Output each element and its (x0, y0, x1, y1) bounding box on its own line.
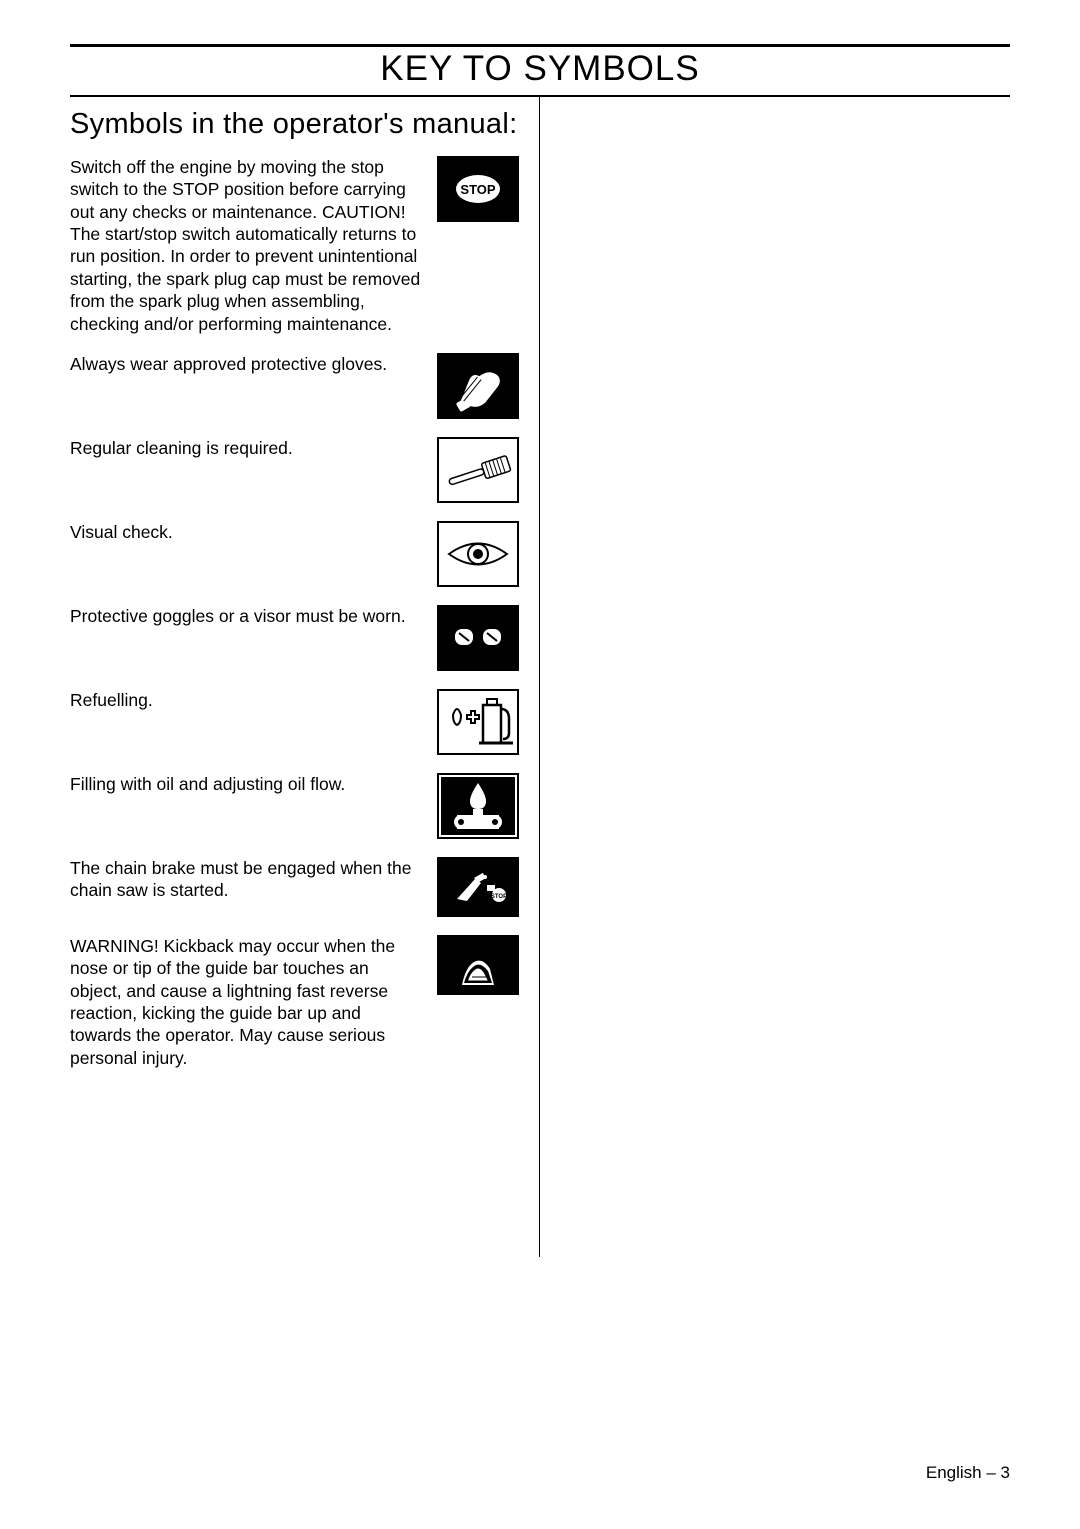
right-column (540, 97, 1010, 1257)
symbol-entry: Protective goggles or a visor must be wo… (70, 605, 521, 671)
fuel-icon (435, 689, 521, 755)
page: KEY TO SYMBOLS Symbols in the operator's… (0, 0, 1080, 1317)
entry-text: Refuelling. (70, 689, 423, 711)
entry-text: Visual check. (70, 521, 423, 543)
symbol-entry: Visual check. (70, 521, 521, 587)
goggles-icon (435, 605, 521, 671)
page-title: KEY TO SYMBOLS (70, 49, 1010, 89)
entry-text: Switch off the engine by moving the stop… (70, 156, 423, 335)
entry-text: Always wear approved protective gloves. (70, 353, 423, 375)
symbol-entry: WARNING! Kickback may occur when the nos… (70, 935, 521, 1069)
svg-text:STOP: STOP (460, 182, 495, 197)
entry-text: Filling with oil and adjusting oil flow. (70, 773, 423, 795)
entries-list: Switch off the engine by moving the stop… (70, 156, 521, 1069)
page-footer: English – 3 (926, 1463, 1010, 1483)
entry-text: WARNING! Kickback may occur when the nos… (70, 935, 423, 1069)
section-title: Symbols in the operator's manual: (70, 107, 521, 142)
top-rule (70, 44, 1010, 47)
left-column: Symbols in the operator's manual: Switch… (70, 97, 540, 1257)
title-bar: KEY TO SYMBOLS (70, 49, 1010, 97)
symbol-entry: Switch off the engine by moving the stop… (70, 156, 521, 335)
eye-icon (435, 521, 521, 587)
symbol-entry: Regular cleaning is required. (70, 437, 521, 503)
svg-text:STOP: STOP (491, 894, 507, 900)
brush-icon (435, 437, 521, 503)
symbol-entry: Refuelling. (70, 689, 521, 755)
symbol-entry: The chain brake must be engaged when the… (70, 857, 521, 917)
symbol-entry: Always wear approved protective gloves. (70, 353, 521, 419)
gloves-icon (435, 353, 521, 419)
entry-text: Regular cleaning is required. (70, 437, 423, 459)
symbol-entry: Filling with oil and adjusting oil flow. (70, 773, 521, 839)
entry-text: Protective goggles or a visor must be wo… (70, 605, 423, 627)
oil-icon (435, 773, 521, 839)
columns: Symbols in the operator's manual: Switch… (70, 97, 1010, 1257)
entry-text: The chain brake must be engaged when the… (70, 857, 423, 902)
brake-icon: STOP (435, 857, 521, 917)
kickback-icon (435, 935, 521, 995)
stop-icon: STOP (435, 156, 521, 222)
